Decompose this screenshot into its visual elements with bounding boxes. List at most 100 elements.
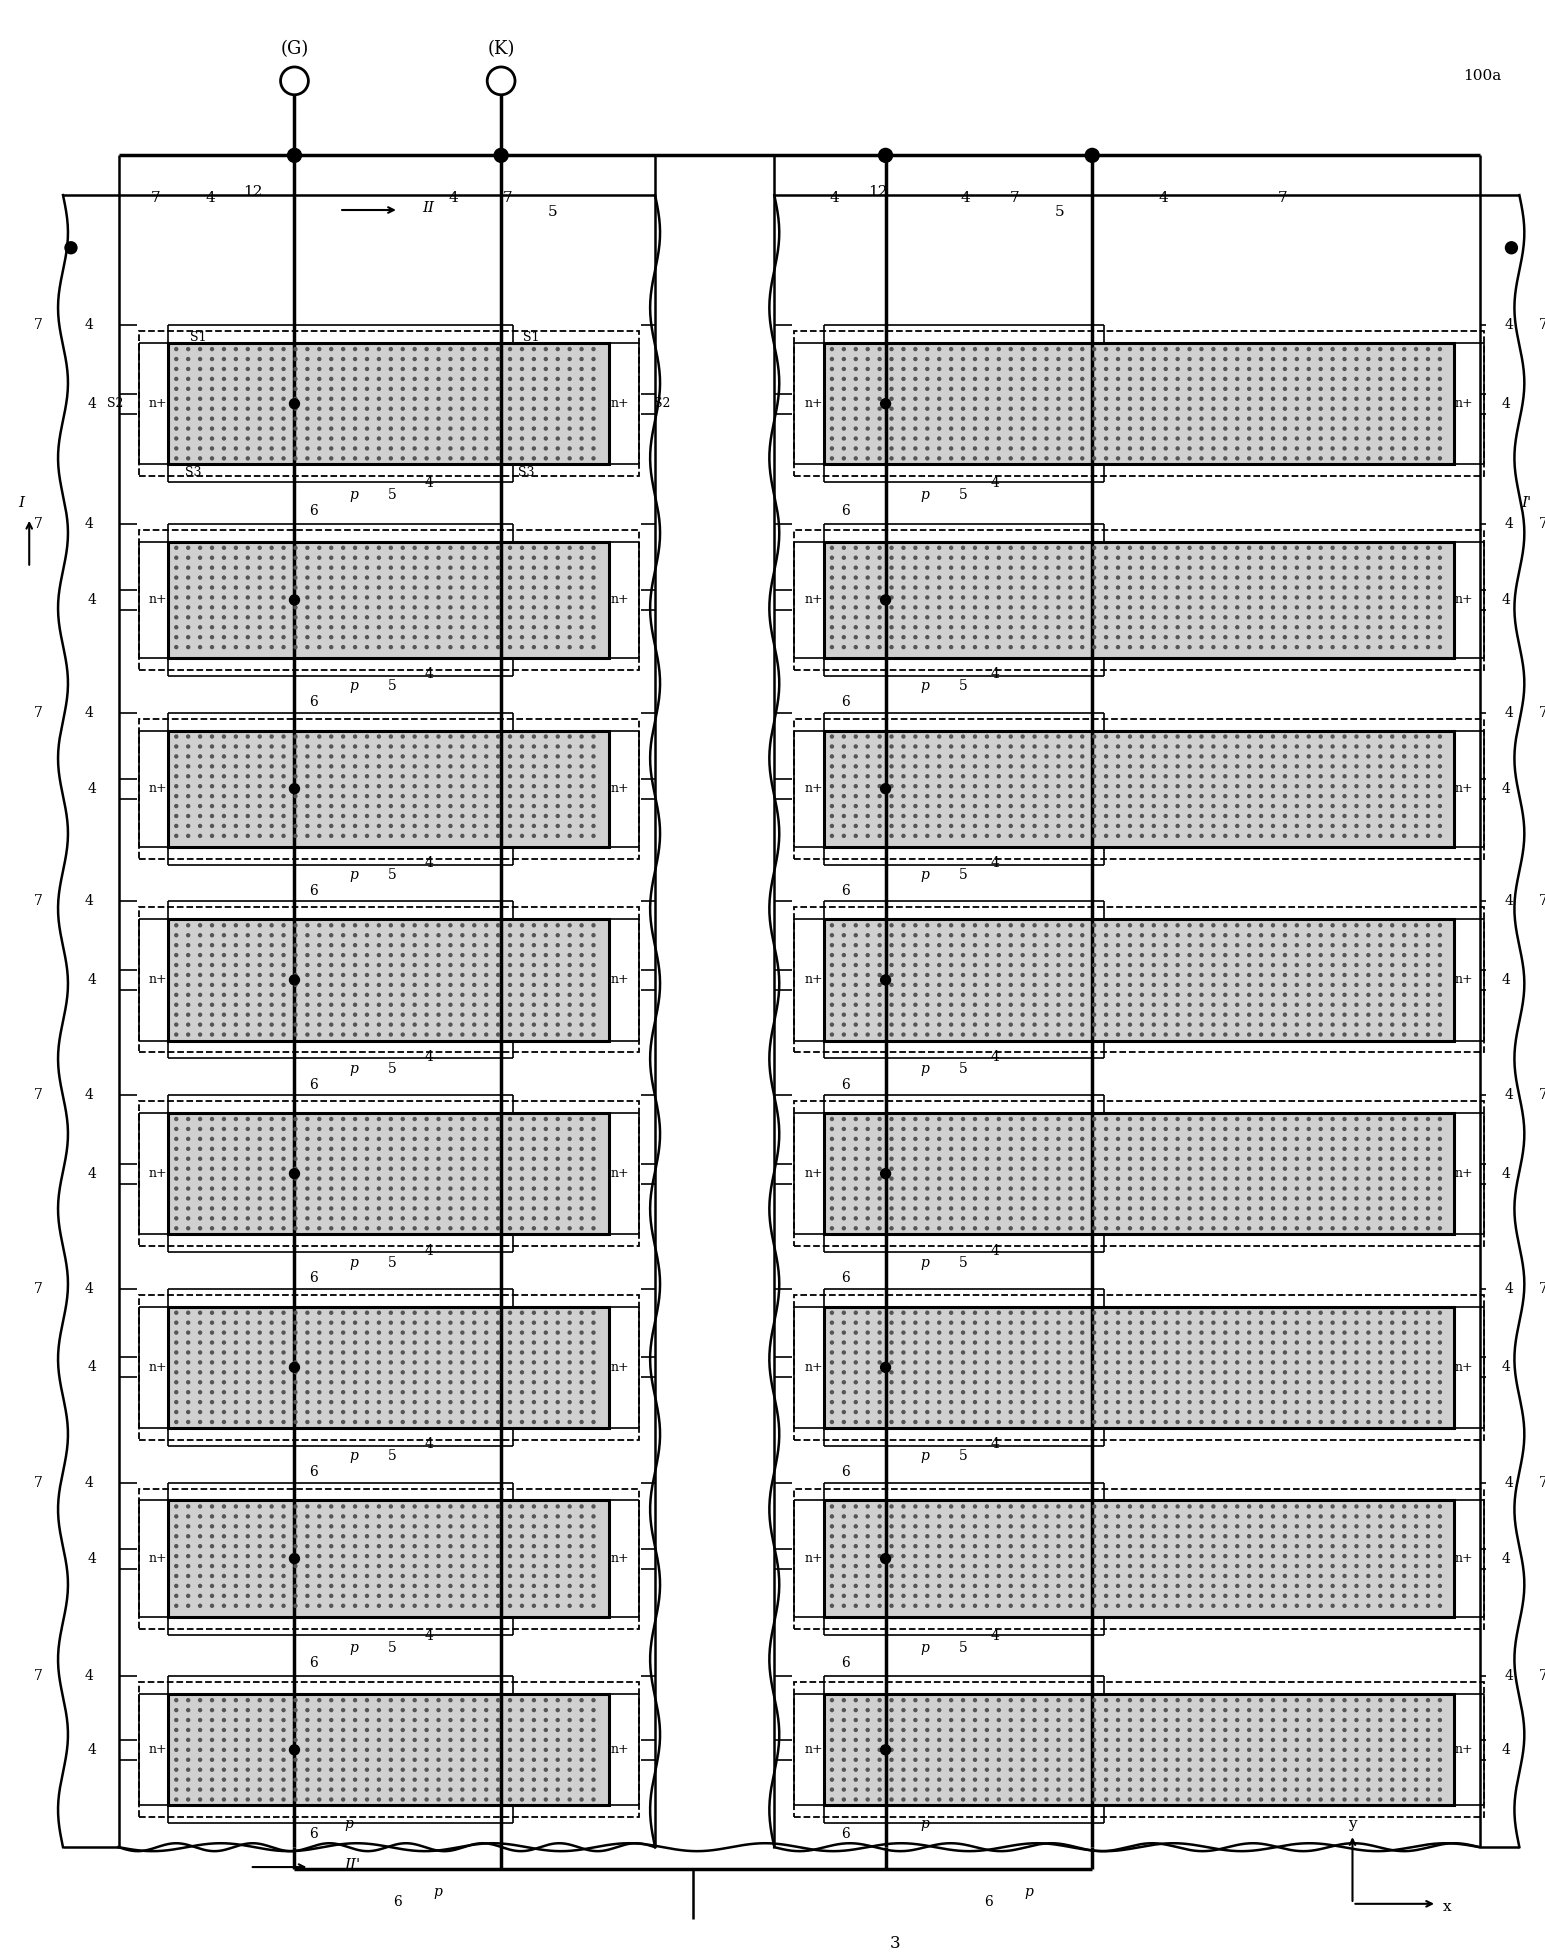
Circle shape — [1092, 367, 1095, 371]
Circle shape — [1105, 814, 1108, 818]
Circle shape — [1284, 1351, 1287, 1353]
Circle shape — [1367, 1381, 1370, 1385]
Circle shape — [175, 1584, 178, 1588]
Circle shape — [1403, 1564, 1406, 1568]
Circle shape — [902, 744, 905, 748]
Circle shape — [938, 1117, 941, 1121]
Circle shape — [413, 1777, 416, 1781]
Circle shape — [867, 1594, 870, 1598]
Circle shape — [533, 1207, 536, 1211]
Text: n+: n+ — [610, 1361, 629, 1373]
Circle shape — [425, 1117, 428, 1121]
Circle shape — [1153, 408, 1156, 410]
Circle shape — [175, 1728, 178, 1732]
Circle shape — [1128, 547, 1131, 549]
Circle shape — [366, 457, 369, 459]
Circle shape — [1426, 1525, 1429, 1527]
Circle shape — [175, 635, 178, 639]
Circle shape — [413, 1758, 416, 1762]
Circle shape — [1165, 1033, 1166, 1035]
Circle shape — [1021, 586, 1024, 590]
Circle shape — [925, 814, 929, 818]
Circle shape — [1128, 605, 1131, 609]
Circle shape — [1272, 1420, 1275, 1424]
Circle shape — [556, 934, 559, 937]
Circle shape — [1044, 1381, 1048, 1385]
Circle shape — [329, 1525, 332, 1527]
Circle shape — [425, 1310, 428, 1314]
Circle shape — [246, 1146, 249, 1150]
Circle shape — [973, 367, 976, 371]
Circle shape — [306, 1400, 309, 1404]
Circle shape — [473, 1799, 476, 1801]
Circle shape — [366, 1506, 369, 1508]
Circle shape — [1140, 1117, 1143, 1121]
Circle shape — [222, 756, 226, 758]
Circle shape — [1211, 734, 1214, 738]
Circle shape — [496, 1391, 499, 1394]
Circle shape — [533, 437, 536, 439]
Circle shape — [579, 1187, 582, 1189]
Circle shape — [1332, 805, 1333, 807]
Circle shape — [258, 1332, 261, 1334]
Circle shape — [1092, 1535, 1095, 1537]
Circle shape — [521, 1719, 524, 1721]
Circle shape — [460, 1400, 463, 1404]
Circle shape — [485, 1603, 488, 1607]
Circle shape — [246, 1799, 249, 1801]
Circle shape — [1009, 348, 1012, 352]
Circle shape — [1390, 824, 1394, 828]
Circle shape — [1272, 744, 1275, 748]
Circle shape — [544, 1351, 547, 1353]
Circle shape — [1272, 1603, 1275, 1607]
Circle shape — [1415, 428, 1418, 430]
Circle shape — [389, 1391, 392, 1394]
Circle shape — [521, 447, 524, 449]
Circle shape — [1117, 1564, 1120, 1568]
Circle shape — [1200, 1545, 1204, 1547]
Circle shape — [1117, 576, 1120, 580]
Circle shape — [1343, 1758, 1346, 1762]
Circle shape — [1021, 357, 1024, 361]
Text: 4: 4 — [88, 1361, 97, 1375]
Circle shape — [902, 1332, 905, 1334]
Circle shape — [890, 734, 893, 738]
Circle shape — [842, 1410, 845, 1414]
Circle shape — [569, 596, 572, 600]
Circle shape — [366, 605, 369, 609]
Circle shape — [592, 1748, 595, 1752]
Circle shape — [998, 447, 1000, 449]
Circle shape — [1021, 766, 1024, 768]
Circle shape — [961, 428, 964, 430]
Circle shape — [1355, 734, 1358, 738]
Circle shape — [915, 1748, 916, 1752]
Circle shape — [1153, 1391, 1156, 1394]
Circle shape — [450, 1420, 453, 1424]
Circle shape — [915, 1014, 916, 1016]
Circle shape — [1128, 795, 1131, 797]
Circle shape — [998, 994, 1000, 996]
Circle shape — [878, 824, 881, 828]
Circle shape — [1165, 1535, 1166, 1537]
Circle shape — [1200, 596, 1204, 600]
Circle shape — [450, 814, 453, 818]
Circle shape — [210, 1728, 213, 1732]
Circle shape — [460, 1738, 463, 1742]
Circle shape — [1117, 635, 1120, 639]
Circle shape — [246, 1738, 249, 1742]
Circle shape — [878, 1728, 881, 1732]
Circle shape — [1224, 1564, 1227, 1568]
Circle shape — [377, 625, 380, 629]
Circle shape — [377, 1400, 380, 1404]
Circle shape — [1140, 367, 1143, 371]
Circle shape — [1403, 953, 1406, 957]
Circle shape — [437, 348, 440, 352]
Circle shape — [437, 396, 440, 400]
Circle shape — [306, 1320, 309, 1324]
Circle shape — [1021, 795, 1024, 797]
Circle shape — [1128, 1187, 1131, 1189]
Circle shape — [1105, 1799, 1108, 1801]
Circle shape — [521, 605, 524, 609]
Circle shape — [1069, 1799, 1072, 1801]
Circle shape — [1272, 824, 1275, 828]
